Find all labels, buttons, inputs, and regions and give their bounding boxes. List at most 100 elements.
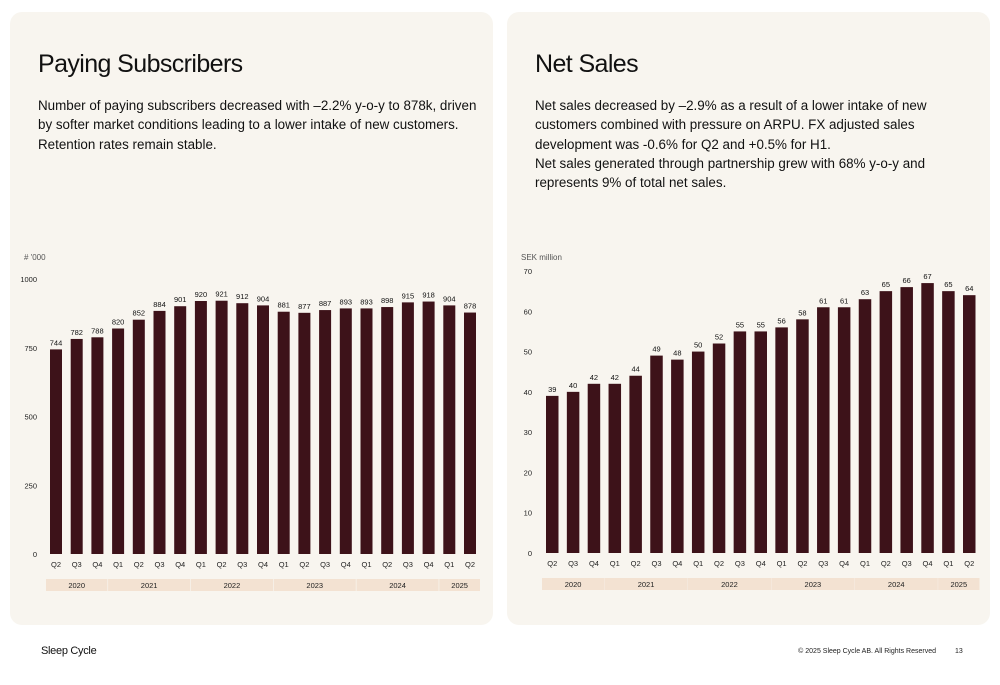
bar-2	[91, 337, 104, 554]
y-tick-label: 20	[524, 468, 532, 477]
panel-description: Number of paying subscribers decreased w…	[38, 96, 478, 154]
year-label: 2022	[721, 580, 738, 589]
bar-16	[381, 307, 394, 554]
panel-title: Paying Subscribers	[38, 50, 243, 78]
x-tick-label: Q2	[51, 560, 61, 569]
x-tick-label: Q1	[943, 559, 953, 568]
y-axis-unit-label: SEK million	[521, 253, 562, 262]
data-label: 878	[464, 302, 477, 311]
x-tick-label: Q2	[631, 559, 641, 568]
data-label: 61	[819, 296, 827, 305]
bar-6	[671, 359, 684, 553]
year-band	[356, 579, 439, 591]
x-tick-label: Q2	[382, 560, 392, 569]
bar-7	[691, 351, 705, 553]
bar-8	[712, 343, 726, 553]
footer-copyright: © 2025 Sleep Cycle AB. All Rights Reserv…	[798, 648, 936, 655]
bar-16	[879, 291, 893, 553]
bar-20	[464, 312, 476, 554]
bar-3	[112, 328, 125, 554]
subscribers-panel: Paying Subscribers Number of paying subs…	[10, 12, 493, 625]
data-label: 744	[50, 338, 63, 347]
year-band	[854, 578, 938, 590]
x-tick-label: Q3	[568, 559, 578, 568]
year-band	[273, 579, 356, 591]
x-tick-label: Q4	[589, 559, 599, 568]
x-tick-label: Q4	[175, 560, 185, 569]
data-label: 912	[236, 292, 249, 301]
data-label: 920	[195, 290, 208, 299]
x-tick-label: Q4	[341, 560, 351, 569]
bar-17	[900, 287, 913, 553]
bar-2	[587, 383, 601, 553]
data-label: 49	[652, 345, 660, 354]
data-label: 39	[548, 385, 556, 394]
x-tick-label: Q1	[777, 559, 787, 568]
bar-17	[401, 302, 414, 554]
data-label: 884	[153, 300, 166, 309]
year-label: 2025	[950, 580, 967, 589]
bar-5	[650, 355, 663, 553]
bar-6	[174, 306, 187, 554]
bar-9	[733, 331, 747, 553]
data-label: 904	[257, 294, 270, 303]
x-tick-label: Q4	[756, 559, 766, 568]
year-label: 2022	[224, 581, 241, 590]
x-tick-label: Q3	[72, 560, 82, 569]
x-tick-label: Q1	[860, 559, 870, 568]
x-tick-label: Q3	[403, 560, 413, 569]
x-tick-label: Q1	[196, 560, 206, 569]
panel-description: Net sales decreased by –2.9% as a result…	[535, 96, 975, 192]
bar-11	[277, 311, 290, 554]
y-tick-label: 70	[524, 267, 532, 276]
x-tick-label: Q1	[444, 560, 454, 569]
x-tick-label: Q2	[217, 560, 227, 569]
data-label: 42	[611, 373, 619, 382]
bar-8	[215, 300, 228, 554]
bar-15	[858, 299, 872, 553]
data-label: 63	[861, 288, 869, 297]
data-label: 921	[215, 290, 228, 299]
footer-brand: Sleep Cycle	[41, 645, 97, 657]
bar-12	[298, 312, 311, 554]
data-label: 820	[112, 318, 125, 327]
x-tick-label: Q3	[902, 559, 912, 568]
bar-5	[153, 310, 166, 554]
year-band	[439, 579, 480, 591]
x-tick-label: Q1	[113, 560, 123, 569]
x-tick-label: Q4	[92, 560, 102, 569]
x-tick-label: Q2	[134, 560, 144, 569]
y-tick-label: 0	[33, 550, 37, 559]
subscribers-bar-chart: # '000 0 250 500 750 1000 744 Q2 782 Q3 788 Q4 820 Q1…	[20, 253, 480, 591]
data-label: 65	[944, 280, 952, 289]
data-label: 48	[673, 349, 681, 358]
bar-0	[50, 349, 62, 554]
bar-19	[443, 305, 456, 554]
y-tick-label: 1000	[20, 275, 37, 284]
year-band	[190, 579, 273, 591]
data-label: 50	[694, 341, 702, 350]
x-tick-label: Q3	[735, 559, 745, 568]
y-tick-label: 40	[524, 388, 532, 397]
bar-18	[921, 283, 934, 553]
x-tick-label: Q4	[258, 560, 268, 569]
x-tick-label: Q3	[818, 559, 828, 568]
year-band	[542, 578, 605, 590]
year-label: 2020	[68, 581, 85, 590]
bar-4	[629, 375, 642, 553]
data-label: 915	[402, 291, 415, 300]
data-label: 61	[840, 296, 848, 305]
bar-14	[339, 308, 352, 554]
x-tick-label: Q2	[547, 559, 557, 568]
panel-paragraph: Net sales decreased by –2.9% as a result…	[535, 98, 927, 152]
y-tick-label: 30	[524, 428, 532, 437]
bar-11	[775, 327, 788, 553]
bar-13	[817, 307, 830, 553]
year-band	[687, 578, 771, 590]
year-label: 2021	[638, 580, 655, 589]
data-label: 893	[360, 297, 373, 306]
bar-12	[796, 319, 809, 553]
year-band	[108, 579, 191, 591]
x-tick-label: Q2	[797, 559, 807, 568]
data-label: 42	[590, 373, 598, 382]
